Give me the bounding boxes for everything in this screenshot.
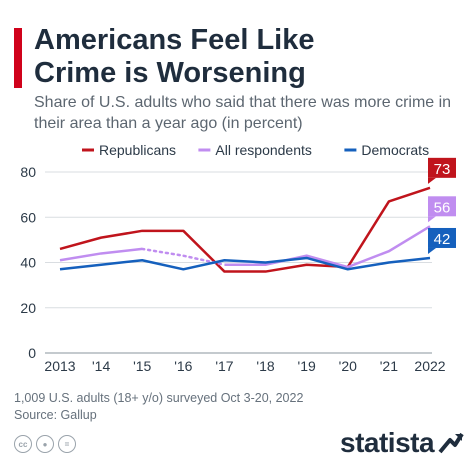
person-icon[interactable]: ● [36,435,54,453]
statista-logo[interactable]: statista [340,427,464,459]
end-label-pointer [428,216,436,223]
y-tick-label: 20 [20,300,36,316]
x-tick-label: 2013 [44,358,75,374]
series-line [59,256,431,271]
series-line [224,225,431,269]
y-tick-label: 60 [20,209,36,225]
title-line-2: Crime is Worsening [34,57,306,89]
end-label-badge [428,227,456,248]
end-label-badge [428,157,456,178]
accent-bar [14,28,22,88]
end-label-pointer [428,247,436,254]
legend-label: All respondents [215,142,312,158]
x-tick-label: '16 [174,358,192,374]
y-tick-label: 80 [20,164,36,180]
legend-label: Republicans [99,142,176,158]
series-line-dotted [140,247,226,267]
series-line [59,186,431,273]
cc-icon[interactable]: cc [14,435,32,453]
end-value-label: 42 [434,231,451,248]
source-note: Source: Gallup [14,408,97,422]
equals-icon[interactable]: = [58,435,76,453]
x-tick-label: '18 [256,358,274,374]
brand-name: statista [340,427,435,458]
end-value-label: 56 [434,199,451,216]
x-tick-label: '21 [380,358,398,374]
y-tick-label: 40 [20,255,36,271]
x-tick-label: '14 [92,358,110,374]
x-tick-label: '19 [298,358,316,374]
x-tick-label: 2022 [414,358,445,374]
chart-title: Americans Feel Like Crime is Worsening [34,24,314,90]
y-tick-label: 0 [28,345,36,361]
x-tick-label: '15 [133,358,151,374]
title-line-1: Americans Feel Like [34,24,315,56]
footnote: 1,009 U.S. adults (18+ y/o) surveyed Oct… [14,391,304,405]
chart-subtitle: Share of U.S. adults who said that there… [34,94,452,132]
end-label-badge [428,196,456,217]
series-line [59,247,143,262]
end-value-label: 73 [434,161,451,178]
legend-label: Democrats [361,142,429,158]
statista-logo-icon [438,432,464,454]
x-tick-label: '17 [215,358,233,374]
license-icons: cc ● = [14,435,76,453]
end-label-pointer [428,177,436,184]
x-tick-label: '20 [339,358,357,374]
